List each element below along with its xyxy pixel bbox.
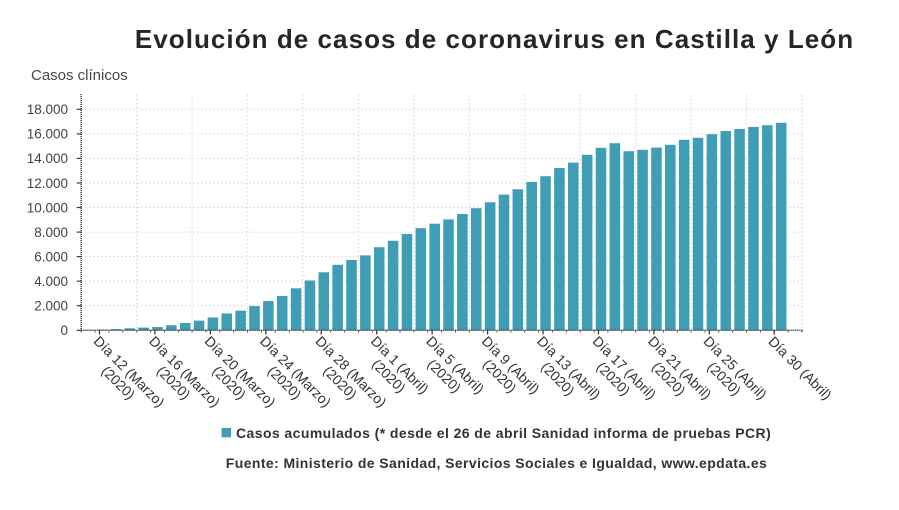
svg-text:8.000: 8.000 [34,225,68,240]
svg-text:Casos acumulados (* desde el 2: Casos acumulados (* desde el 26 de abril… [236,425,771,441]
svg-text:Día 5 (Abril)(2020): Día 5 (Abril)(2020) [412,333,487,408]
svg-text:Día 25 (Abril)(2020): Día 25 (Abril)(2020) [690,333,771,414]
svg-text:16.000: 16.000 [27,127,68,142]
svg-text:10.000: 10.000 [27,200,68,215]
svg-text:12.000: 12.000 [27,176,68,191]
svg-text:Día 9 (Abril)(2020): Día 9 (Abril)(2020) [468,333,543,408]
svg-text:2.000: 2.000 [34,299,68,314]
svg-text:0: 0 [60,323,68,338]
svg-text:18.000: 18.000 [27,102,68,117]
svg-text:14.000: 14.000 [27,151,68,166]
svg-text:Día 30 (Abril): Día 30 (Abril) [765,333,835,403]
svg-text:Fuente: Ministerio de Sanidad,: Fuente: Ministerio de Sanidad, Servicios… [226,455,767,471]
svg-text:4.000: 4.000 [34,274,68,289]
svg-text:6.000: 6.000 [34,249,68,264]
